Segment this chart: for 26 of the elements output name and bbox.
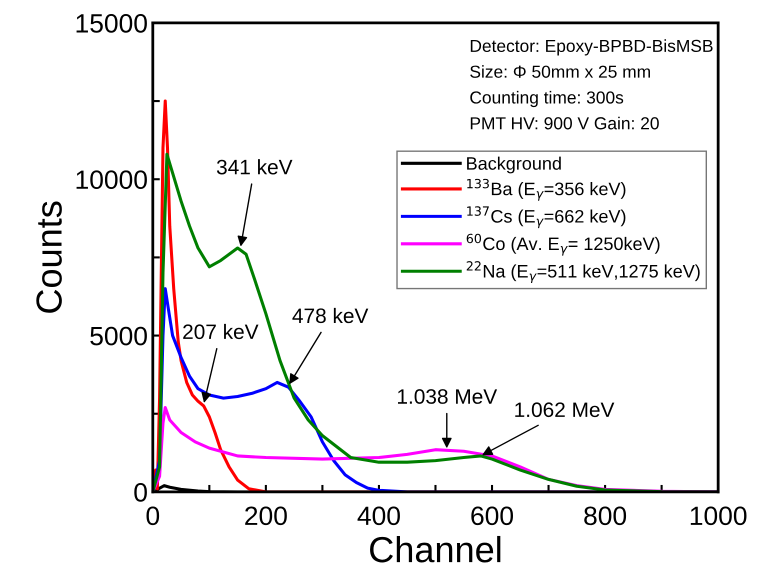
annotation: PMT HV: 900 V Gain: 20	[470, 116, 659, 130]
legend-label: $^{137}$Cs (E$_{γ}$=662 keV)	[467, 206, 626, 228]
legend-label: Background	[467, 156, 561, 174]
annotation: 341 keV	[216, 159, 292, 174]
legend-label: $^{133}$Ba (E$_{γ}$=356 keV)	[467, 178, 626, 201]
x-tick-label: 200	[245, 506, 287, 526]
x-tick-label: 0	[146, 506, 160, 526]
annotation: Counting time: 300s	[470, 90, 624, 108]
legend-label: $^{60}$Co (Av. E$_{γ}$= 1250keV)	[466, 234, 660, 256]
annotation: 1.062 MeV	[515, 402, 614, 418]
x-tick-label: 600	[471, 506, 513, 526]
annotation: Detector: Epoxy-BPBD-BisMSB	[470, 39, 713, 56]
annotation: 207 keV	[183, 324, 258, 340]
y-tick-label: 10000	[76, 170, 147, 190]
x-axis-title: Channel	[370, 536, 500, 562]
x-tick-label: 800	[584, 506, 626, 526]
annotation: Size: Φ 50mm x 25 mm	[470, 65, 650, 78]
legend-label: $^{22}$Na (E$_{γ}$=511 keV,1275 keV)	[466, 261, 700, 284]
y-tick-label: 0	[134, 483, 147, 502]
y-tick-label: 15000	[76, 14, 147, 33]
x-tick-label: 1000	[690, 506, 746, 526]
x-tick-label: 400	[358, 506, 400, 526]
y-axis-title: Counts	[36, 201, 62, 313]
y-tick-label: 5000	[90, 326, 147, 346]
annotation: 478 keV	[292, 308, 368, 324]
annotation: 1.038 MeV	[398, 389, 498, 404]
